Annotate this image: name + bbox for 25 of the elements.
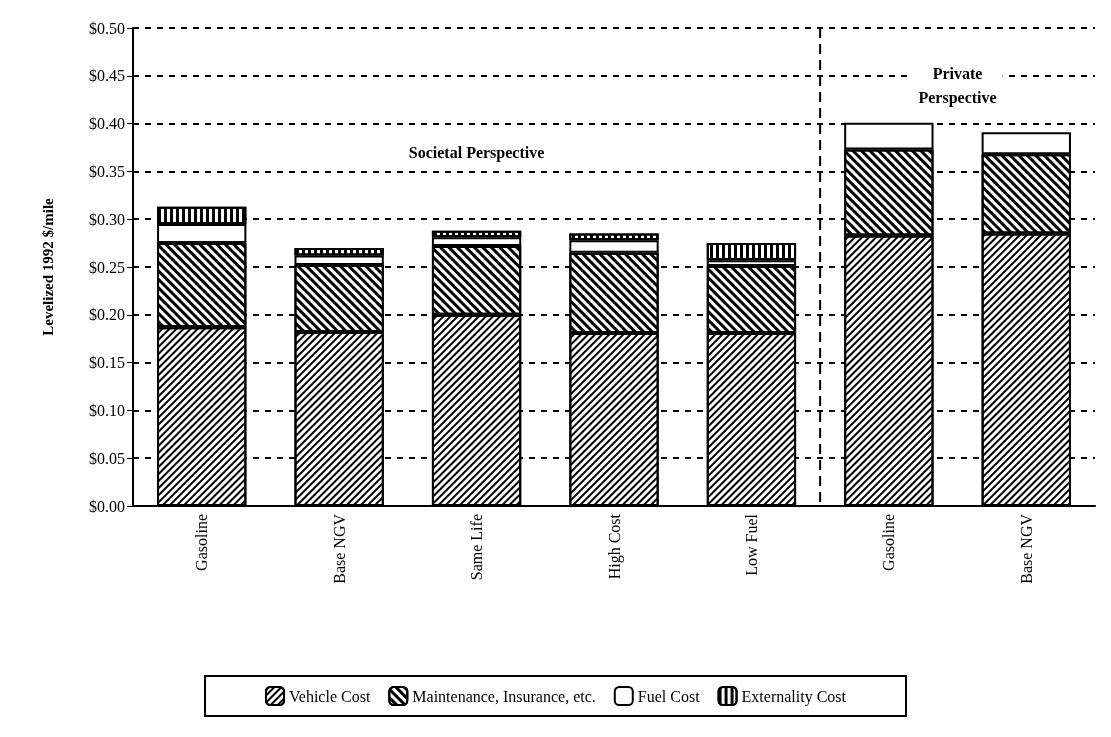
annotation: Private Perspective — [918, 64, 997, 107]
y-tick-label: $0.45 — [89, 67, 125, 85]
x-tick-label: High Cost — [605, 513, 624, 580]
x-tick-label: Gasoline — [880, 514, 898, 571]
legend-label: Externality Cost — [741, 687, 847, 706]
x-tick-label: Base NGV — [1017, 513, 1035, 584]
y-tick-label: $0.10 — [89, 401, 125, 419]
legend-label: Vehicle Cost — [289, 687, 371, 705]
y-tick-label: $0.05 — [89, 449, 125, 467]
legend-label: Fuel Cost — [637, 687, 701, 705]
y-tick-label: $0.40 — [89, 115, 125, 133]
x-tick-label: Gasoline — [193, 514, 211, 571]
y-tick-label: $0.25 — [89, 258, 125, 276]
y-tick-label: $0.15 — [89, 354, 125, 372]
y-tick-label: $0.50 — [89, 19, 125, 37]
legend-label: Maintenance, Insurance, etc. — [412, 687, 596, 705]
y-tick-label: $0.00 — [89, 497, 125, 515]
x-tick-label: Low Fuel — [742, 513, 760, 576]
y-tick-label: $0.20 — [89, 306, 125, 324]
x-tick-label: Base NGV — [330, 513, 348, 584]
y-tick-label: $0.35 — [89, 162, 125, 180]
y-tick-label: $0.30 — [89, 210, 125, 228]
x-tick-label: Same Life — [468, 514, 486, 581]
y-axis-title: Levelized 1992 $/mile — [39, 197, 56, 336]
annotation: Societal Perspective — [408, 143, 545, 162]
